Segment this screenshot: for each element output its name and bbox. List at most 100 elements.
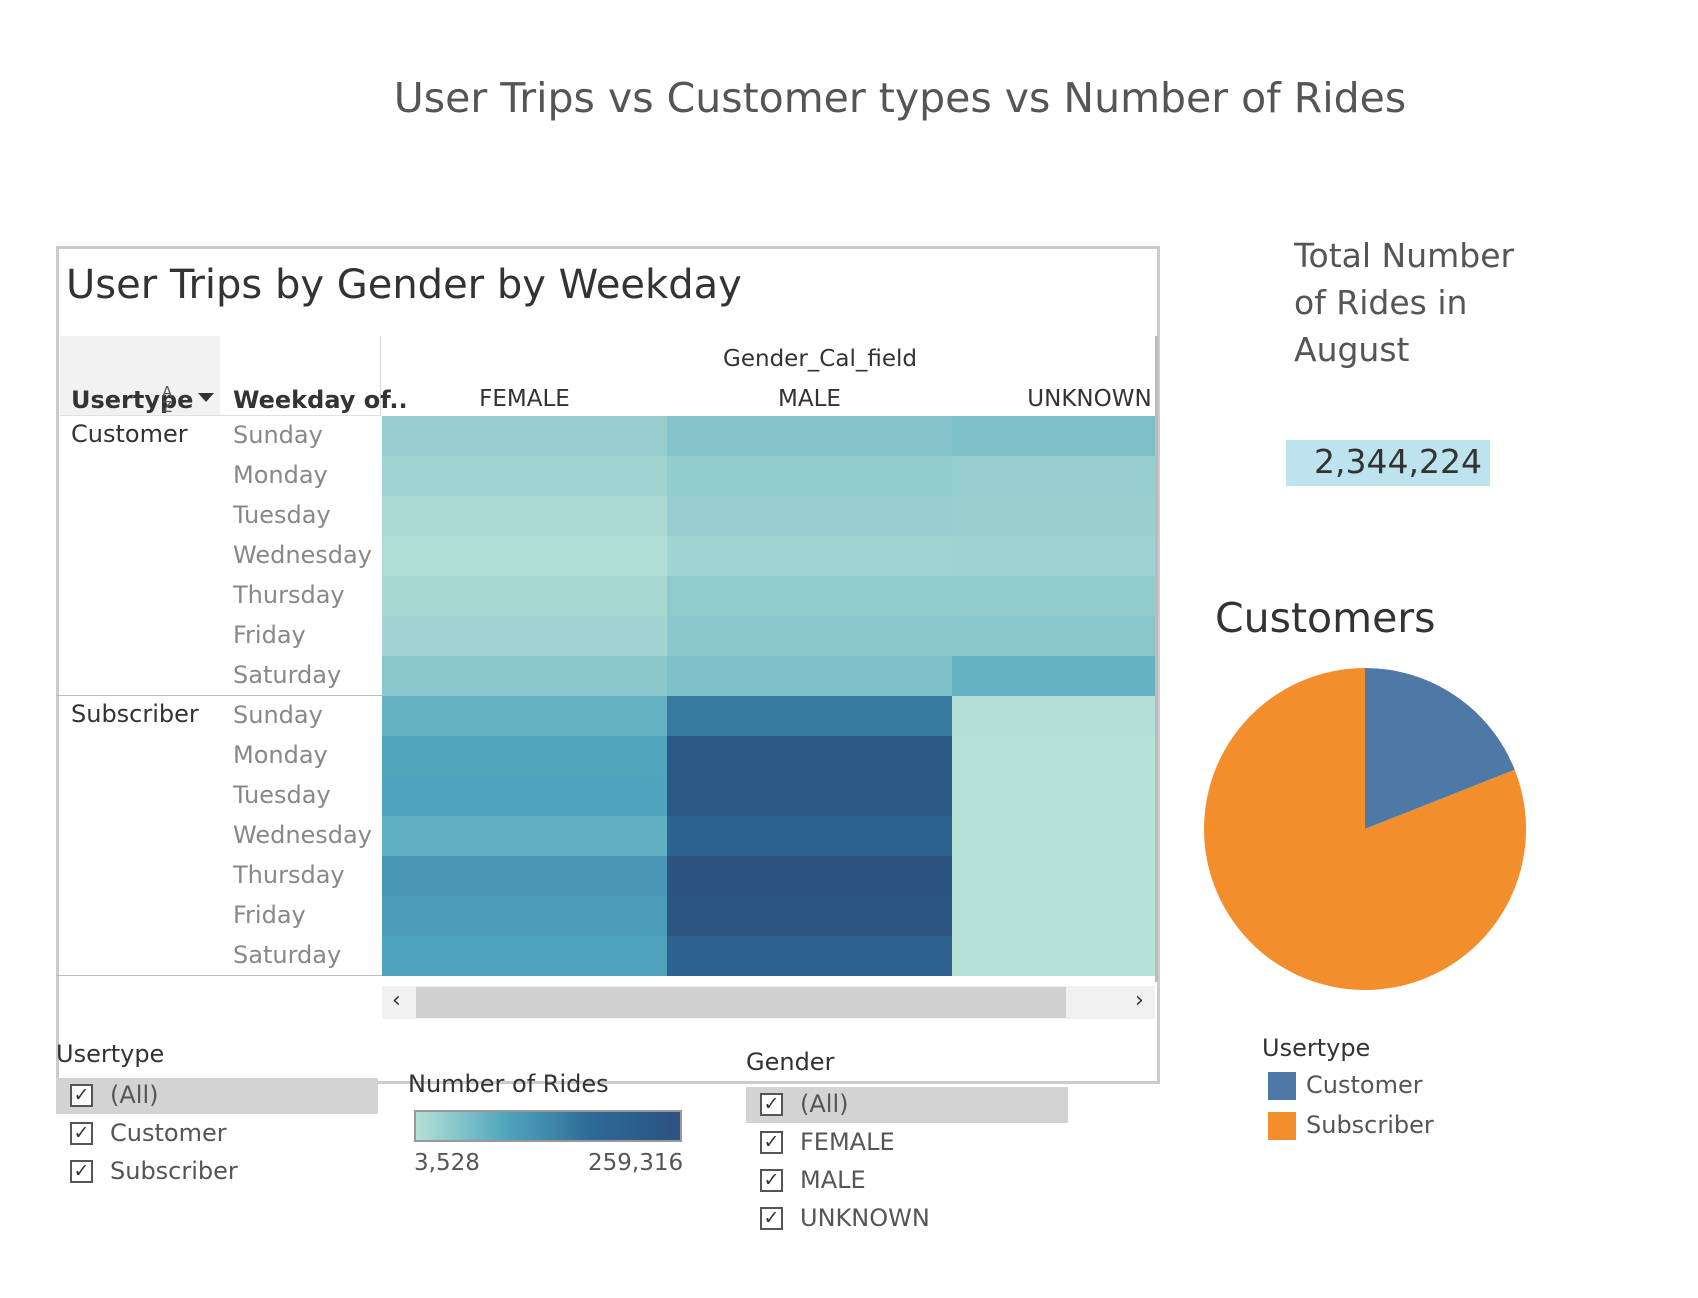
color-legend-min: 3,528 xyxy=(414,1150,480,1176)
heatmap-cell[interactable] xyxy=(382,576,667,616)
filter-option-label[interactable]: FEMALE xyxy=(800,1128,895,1156)
heatmap-cell[interactable] xyxy=(382,416,667,456)
filter-option-male[interactable]: ✓ MALE xyxy=(746,1163,1068,1199)
heatmap-cell[interactable] xyxy=(952,656,1155,696)
heatmap-cell[interactable] xyxy=(667,696,952,736)
heatmap-cell[interactable] xyxy=(667,496,952,536)
checkbox-checked-icon[interactable]: ✓ xyxy=(70,1160,93,1183)
heatmap-cell[interactable] xyxy=(382,656,667,696)
heatmap-cell[interactable] xyxy=(667,616,952,656)
column-header-female: FEMALE xyxy=(479,386,570,412)
row-label-day: Wednesday xyxy=(233,541,372,569)
heatmap-cell[interactable] xyxy=(382,936,667,976)
checkbox-checked-icon[interactable]: ✓ xyxy=(760,1093,783,1116)
color-legend-title: Number of Rides xyxy=(408,1070,609,1098)
heatmap-cell[interactable] xyxy=(667,536,952,576)
checkbox-checked-icon[interactable]: ✓ xyxy=(70,1122,93,1145)
row-label-day: Monday xyxy=(233,461,328,489)
filter-option-all[interactable]: ✓ (All) xyxy=(746,1087,1068,1123)
heatmap-cell[interactable] xyxy=(667,656,952,696)
heatmap-cell[interactable] xyxy=(382,856,667,896)
checkbox-checked-icon[interactable]: ✓ xyxy=(760,1169,783,1192)
heatmap-cell[interactable] xyxy=(382,696,667,736)
color-legend-max: 259,316 xyxy=(588,1150,684,1176)
panel-edge xyxy=(1155,336,1158,982)
heatmap-cell[interactable] xyxy=(667,576,952,616)
row-label-day: Sunday xyxy=(233,701,323,729)
heatmap-cell[interactable] xyxy=(382,736,667,776)
filter-option-label[interactable]: UNKNOWN xyxy=(800,1204,930,1232)
heatmap-cell[interactable] xyxy=(667,736,952,776)
kpi-highlight xyxy=(1286,440,1490,486)
heatmap-cell[interactable] xyxy=(952,696,1155,736)
chevron-right-icon[interactable]: › xyxy=(1135,988,1144,1013)
heatmap-cell[interactable] xyxy=(952,616,1155,656)
filter-option-all[interactable]: ✓ (All) xyxy=(56,1078,378,1114)
filter-option-label[interactable]: Subscriber xyxy=(110,1157,238,1185)
group-divider xyxy=(56,975,382,976)
group-divider xyxy=(56,695,382,696)
chevron-down-icon[interactable] xyxy=(198,393,214,402)
heatmap-cell[interactable] xyxy=(952,456,1155,496)
group-label-customer: Customer xyxy=(71,420,188,448)
heatmap-cell[interactable] xyxy=(667,456,952,496)
weekday-column-header[interactable]: Weekday of.. xyxy=(233,386,408,414)
row-header-background xyxy=(60,336,220,416)
heatmap-cell[interactable] xyxy=(382,456,667,496)
row-label-day: Monday xyxy=(233,741,328,769)
heatmap-cell[interactable] xyxy=(952,536,1155,576)
pie-slice-subscriber[interactable] xyxy=(1204,668,1526,990)
heatmap-cell[interactable] xyxy=(952,936,1155,976)
pie-title: Customers xyxy=(1215,594,1436,642)
heatmap-cell[interactable] xyxy=(952,816,1155,856)
kpi-value: 2,344,224 xyxy=(1314,442,1482,481)
heatmap-cell[interactable] xyxy=(952,576,1155,616)
gender-field-header: Gender_Cal_field xyxy=(723,346,917,372)
checkbox-checked-icon[interactable]: ✓ xyxy=(760,1131,783,1154)
heatmap-cell[interactable] xyxy=(952,776,1155,816)
heatmap-cell[interactable] xyxy=(382,536,667,576)
heatmap-cell[interactable] xyxy=(382,616,667,656)
color-legend-gradient xyxy=(414,1110,682,1142)
filter-option-label[interactable]: (All) xyxy=(800,1090,849,1118)
filter-option-label[interactable]: MALE xyxy=(800,1166,866,1194)
row-label-day: Saturday xyxy=(233,941,342,969)
heatmap-cell[interactable] xyxy=(952,896,1155,936)
pie-slice-customer[interactable] xyxy=(1365,668,1515,829)
heatmap-cell[interactable] xyxy=(667,896,952,936)
filter-option-customer[interactable]: ✓ Customer xyxy=(56,1116,378,1152)
dashboard-title: User Trips vs Customer types vs Number o… xyxy=(393,74,1407,122)
usertype-column-header[interactable]: Usertype xyxy=(71,386,194,414)
filter-option-female[interactable]: ✓ FEMALE xyxy=(746,1125,1068,1161)
row-label-day: Thursday xyxy=(233,581,345,609)
heatmap-cell[interactable] xyxy=(667,936,952,976)
heatmap-cell[interactable] xyxy=(382,816,667,856)
heatmap-cell[interactable] xyxy=(952,496,1155,536)
row-label-day: Tuesday xyxy=(233,501,331,529)
heatmap-cell[interactable] xyxy=(667,856,952,896)
legend-swatch-subscriber xyxy=(1268,1112,1296,1140)
heatmap-cell[interactable] xyxy=(952,736,1155,776)
checkbox-checked-icon[interactable]: ✓ xyxy=(70,1084,93,1107)
filter-option-subscriber[interactable]: ✓ Subscriber xyxy=(56,1154,378,1190)
row-label-day: Friday xyxy=(233,621,306,649)
filter-option-unknown[interactable]: ✓ UNKNOWN xyxy=(746,1201,1068,1237)
heatmap-cell[interactable] xyxy=(382,896,667,936)
heatmap-cell[interactable] xyxy=(667,416,952,456)
heatmap-cell[interactable] xyxy=(667,776,952,816)
gender-filter-title: Gender xyxy=(746,1048,835,1076)
header-divider xyxy=(60,415,380,416)
filter-option-label[interactable]: Customer xyxy=(110,1119,227,1147)
filter-option-label[interactable]: (All) xyxy=(110,1081,159,1109)
chevron-left-icon[interactable]: ‹ xyxy=(392,988,401,1013)
scrollbar-thumb[interactable] xyxy=(416,987,1066,1018)
heatmap-cell[interactable] xyxy=(382,776,667,816)
heatmap-grid xyxy=(382,416,1155,976)
checkbox-checked-icon[interactable]: ✓ xyxy=(760,1207,783,1230)
heatmap-title: User Trips by Gender by Weekday xyxy=(66,262,742,308)
heatmap-cell[interactable] xyxy=(952,856,1155,896)
heatmap-cell[interactable] xyxy=(667,816,952,856)
heatmap-cell[interactable] xyxy=(382,496,667,536)
heatmap-cell[interactable] xyxy=(952,416,1155,456)
